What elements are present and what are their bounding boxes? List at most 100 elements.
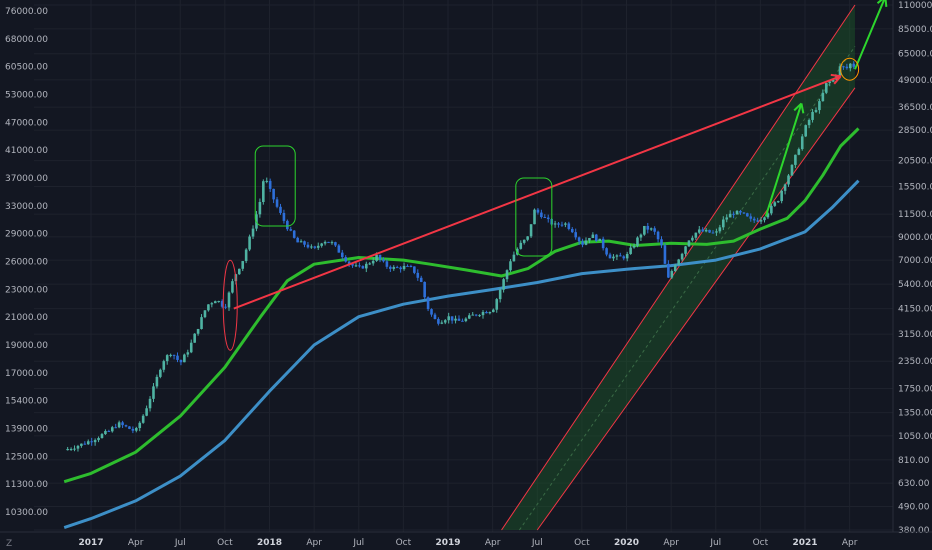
left-axis-tick: 60500.00 <box>5 63 48 73</box>
candle-body <box>358 265 361 267</box>
candle-body <box>183 354 186 363</box>
candle-body <box>402 265 406 270</box>
candle-body <box>354 265 358 267</box>
candle-body <box>708 229 711 233</box>
candle-body <box>169 354 172 356</box>
time-axis-tick: 2021 <box>792 538 817 548</box>
candle-body <box>553 223 557 225</box>
candle-body <box>83 443 87 445</box>
right-axis-tick: 1750.00 <box>898 385 932 395</box>
candle-body <box>371 260 375 264</box>
left-axis-tick: 29000.00 <box>5 230 48 240</box>
candle-body <box>502 279 505 290</box>
candle-body <box>135 428 138 431</box>
candle-body <box>296 237 299 243</box>
candle-body <box>176 355 179 360</box>
candle-body <box>447 316 450 321</box>
candle-body <box>344 257 348 262</box>
candle-body <box>697 229 701 233</box>
highlight-ellipse-red <box>222 259 238 351</box>
candle-body <box>691 237 694 241</box>
candle-body <box>419 277 423 282</box>
right-axis-tick: 65000.00 <box>898 50 932 60</box>
candle-body <box>540 212 543 218</box>
candle-body <box>121 422 124 426</box>
candle-body <box>90 441 93 443</box>
right-axis-tick: 1050.00 <box>898 432 932 442</box>
candle-body <box>461 320 464 322</box>
candle-body <box>818 101 821 111</box>
candle-body <box>337 245 341 253</box>
candle-body <box>69 448 73 450</box>
candle-body <box>639 234 643 238</box>
candle-body <box>478 315 481 317</box>
candle-body <box>66 449 69 451</box>
candle-body <box>512 254 516 262</box>
candle-body <box>268 180 272 189</box>
left-price-axis[interactable]: 76000.00 68000.00 60500.00 53000.00 47000.00… <box>5 7 48 518</box>
right-axis-tick: 630.00 <box>898 479 930 489</box>
candle-body <box>687 240 691 247</box>
candle-body <box>409 265 413 267</box>
candle-body <box>395 267 399 269</box>
candle-body <box>749 216 753 219</box>
arrow-1-line <box>233 75 842 310</box>
candle-body <box>684 246 687 254</box>
candle-body <box>316 245 320 248</box>
candle-body <box>800 136 804 150</box>
left-axis-tick: 21000.00 <box>5 313 48 323</box>
grid-lines <box>34 0 893 532</box>
candle-body <box>608 254 612 259</box>
candle-body <box>433 314 437 320</box>
arrow-3-head <box>884 0 888 7</box>
candle-body <box>327 241 330 243</box>
candle-body <box>601 238 605 249</box>
candle-body <box>282 212 286 221</box>
left-axis-tick: 68000.00 <box>5 35 48 45</box>
time-axis-tick: Jul <box>174 538 186 548</box>
candle-body <box>128 426 131 429</box>
candle-body <box>663 245 667 264</box>
candle-body <box>646 225 650 230</box>
candle-body <box>742 212 746 214</box>
candle-body <box>251 228 255 237</box>
right-axis-tick: 490.00 <box>898 502 930 512</box>
candle-body <box>124 425 128 427</box>
candle-body <box>323 241 327 244</box>
candle-body <box>426 297 430 310</box>
right-axis-tick: 110000.00 <box>898 1 932 11</box>
candle-body <box>207 304 210 311</box>
channel-mid-line <box>518 46 856 531</box>
candle-body <box>224 306 227 308</box>
candle-body <box>138 422 142 429</box>
candle-body <box>244 249 248 262</box>
candle-body <box>536 209 540 213</box>
candle-body <box>114 427 118 429</box>
candle-body <box>622 256 626 259</box>
time-axis-tick: Apr <box>128 538 144 548</box>
candle-body <box>773 202 777 206</box>
candle-body <box>152 386 155 399</box>
right-axis-tick: 49000.00 <box>898 76 932 86</box>
arrow-3-line <box>854 0 886 70</box>
candle-body <box>203 310 207 318</box>
candle-body <box>704 229 708 232</box>
candle-body <box>450 316 454 321</box>
candle-body <box>722 219 725 228</box>
candle-body <box>313 246 317 248</box>
moving-average-2 <box>63 179 860 530</box>
candle-body <box>231 281 234 293</box>
candle-body <box>838 66 842 76</box>
candle-body <box>416 272 420 278</box>
candle-body <box>752 218 756 221</box>
candle-body <box>594 234 598 241</box>
right-price-axis[interactable]: 110000.00 85000.00 65000.00 49000.00 36500.0… <box>892 0 932 536</box>
candle-body <box>289 229 293 231</box>
arrow-2-head <box>800 103 805 114</box>
left-axis-tick: 10300.00 <box>5 508 48 518</box>
right-axis-tick: 9000.00 <box>898 233 932 243</box>
time-axis[interactable]: Z 2017 Apr Jul Oct 2018 Apr Jul Oct 2019 Apr Jul Oc… <box>0 531 932 549</box>
left-axis-tick: 47000.00 <box>5 118 48 128</box>
candle-body <box>519 242 523 249</box>
